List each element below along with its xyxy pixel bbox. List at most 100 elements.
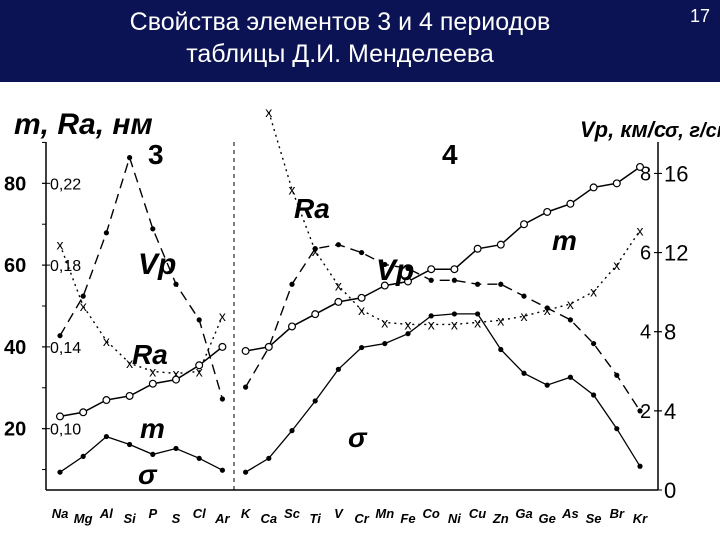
x-category-label: P	[148, 506, 157, 521]
point-m	[311, 310, 320, 319]
sigma-tick-label: 16	[664, 161, 688, 186]
point-Vp	[57, 333, 63, 339]
point-σ	[219, 467, 225, 473]
period-3-label: 3	[148, 139, 164, 170]
point-Vp	[475, 281, 481, 287]
point-σ	[266, 455, 272, 461]
sigma-tick-label: 8	[664, 320, 676, 345]
point-σ	[243, 469, 249, 475]
point-Vp	[428, 277, 434, 283]
series-label-m-p4: m	[552, 225, 577, 256]
point-σ	[498, 346, 504, 353]
point-Ra: x	[497, 312, 504, 328]
left-tick-label-ra: 0,18	[50, 258, 81, 275]
series-line-Ra	[59, 244, 224, 375]
series-line-m	[59, 346, 223, 418]
series-label-ra-p3: Ra	[132, 339, 168, 370]
slide-header: Свойства элементов 3 и 4 периодов таблиц…	[0, 0, 720, 82]
point-m	[427, 265, 436, 274]
point-m	[195, 361, 204, 370]
x-category-label: Ni	[448, 511, 461, 526]
x-category-label: Fe	[400, 511, 415, 526]
x-category-label: Cr	[354, 511, 369, 526]
point-Ra: x	[126, 355, 133, 371]
point-Ra: x	[335, 278, 342, 294]
point-σ	[382, 340, 388, 347]
point-Ra: x	[428, 316, 435, 332]
point-Ra: x	[637, 222, 644, 238]
x-category-label: Cu	[469, 506, 486, 521]
series-line-m	[245, 166, 641, 352]
point-m	[612, 179, 621, 188]
series-label-m-p3: m	[140, 413, 165, 444]
point-Ra: x	[149, 363, 156, 379]
point-m	[288, 322, 297, 331]
point-Ra: x	[80, 298, 87, 314]
point-Vp	[591, 340, 597, 347]
x-category-label: Si	[123, 511, 136, 526]
series-line-Ra	[268, 111, 641, 326]
vp-tick-label: 2	[640, 401, 651, 423]
point-Ra: x	[474, 314, 481, 330]
point-Vp	[127, 155, 133, 161]
x-category-label: Co	[423, 506, 440, 521]
point-m	[172, 375, 181, 384]
point-Ra: x	[173, 365, 180, 381]
point-Vp	[243, 384, 249, 390]
point-σ	[567, 374, 574, 380]
point-Vp	[544, 305, 550, 311]
x-category-label: Ca	[260, 511, 277, 526]
point-Ra: x	[196, 363, 203, 379]
point-m	[519, 220, 528, 229]
x-category-label: Ti	[310, 511, 322, 526]
point-σ	[57, 469, 63, 475]
vp-tick-label: 4	[640, 322, 651, 344]
point-σ	[196, 455, 202, 461]
point-σ	[428, 313, 434, 319]
point-σ	[521, 370, 527, 376]
series-label-vp-p3: Vp	[138, 248, 176, 281]
point-Vp	[312, 246, 318, 252]
point-σ	[173, 445, 179, 452]
period-4-label: 4	[442, 139, 458, 170]
point-Vp	[103, 230, 109, 236]
left-axis-title: m, Ra, нм	[14, 108, 153, 141]
x-category-label: Ar	[214, 511, 230, 526]
point-σ	[475, 311, 481, 317]
point-m	[566, 199, 575, 208]
x-category-label: Ge	[539, 511, 556, 526]
point-m	[357, 293, 366, 302]
point-Vp	[359, 249, 365, 256]
point-Vp	[498, 281, 504, 287]
x-category-label: V	[334, 506, 344, 521]
point-m	[148, 379, 157, 388]
left-tick-label-m: 20	[4, 419, 26, 441]
labels-group: Na Mg Al Si P S Cl Ar K Ca Sc Ti V Cr Mn Fe Co Ni Cu Zn Ga Ge…	[52, 193, 648, 526]
x-category-label: Ga	[515, 506, 532, 521]
point-Vp	[451, 277, 457, 283]
vp-tick-label: 8	[640, 163, 651, 185]
x-category-label: Al	[99, 506, 113, 521]
point-Vp	[80, 293, 86, 299]
x-category-label: Na	[52, 506, 69, 521]
x-category-label: Br	[610, 506, 625, 521]
point-Ra: x	[381, 314, 388, 330]
series-group: xxxxxxxxxxxxxxxxxxxxxxxxx	[55, 104, 644, 475]
point-Vp	[567, 317, 574, 323]
vp-tick-label: 6	[640, 243, 651, 265]
x-category-label: Mn	[375, 506, 394, 521]
point-m	[496, 240, 505, 249]
point-σ	[544, 382, 550, 388]
point-Vp	[289, 281, 295, 287]
point-m	[264, 342, 273, 351]
point-σ	[405, 331, 411, 337]
point-σ	[80, 453, 86, 459]
left-tick-label-ra: 0,22	[50, 176, 81, 193]
point-σ	[103, 433, 109, 440]
left-tick-label-ra: 0,10	[50, 422, 81, 439]
page-number: 17	[689, 6, 710, 26]
x-category-label: Zn	[492, 511, 509, 526]
point-Ra: x	[103, 333, 110, 349]
point-m	[543, 207, 552, 216]
